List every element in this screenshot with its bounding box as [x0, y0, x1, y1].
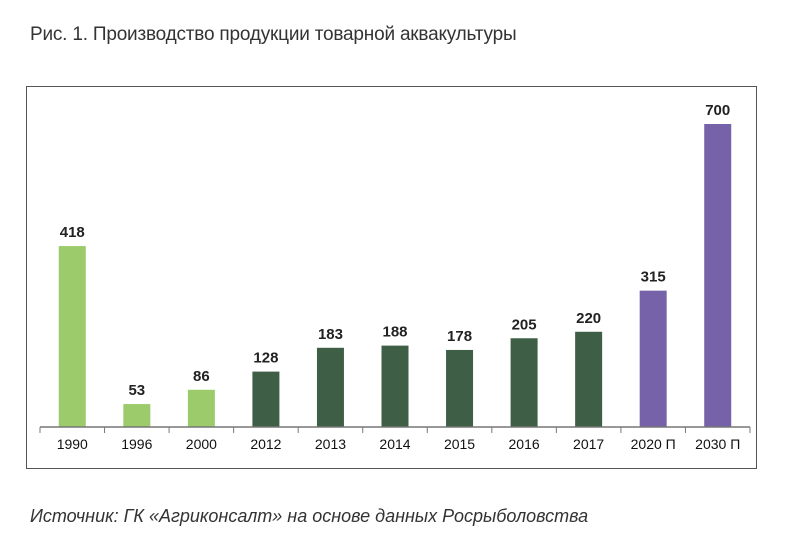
data-label: 315: [641, 269, 666, 286]
data-label: 220: [576, 310, 601, 327]
x-tick-label: 2030 П: [695, 436, 740, 452]
bar-1990: [58, 246, 86, 427]
data-label: 700: [705, 102, 730, 119]
bar-2020-П: [639, 290, 667, 427]
data-label: 188: [382, 324, 407, 341]
bar-2012: [252, 371, 280, 427]
x-tick-label: 1996: [121, 436, 152, 452]
data-label: 178: [447, 328, 472, 345]
x-tick-label: 2016: [509, 436, 540, 452]
data-label: 53: [128, 382, 145, 399]
data-label: 183: [318, 326, 343, 343]
bars-group: [58, 124, 732, 427]
x-tick-label: 2017: [573, 436, 604, 452]
x-tick-label: 2015: [444, 436, 475, 452]
chart-frame: [26, 86, 757, 469]
bar-2030-П: [704, 124, 732, 427]
bar-2017: [575, 331, 603, 427]
bar-1996: [123, 404, 151, 427]
figure-title: Рис. 1. Производство продукции товарной …: [30, 24, 517, 45]
x-tick-label: 1990: [57, 436, 88, 452]
data-label: 86: [193, 368, 210, 385]
data-label: 205: [512, 316, 537, 333]
data-label: 128: [253, 350, 278, 367]
value-labels-group: 418 1990 53 1996 86 2000 128 2012 183 2013 188 2014…: [57, 102, 741, 452]
source-note: Источник: ГК «Агриконсалт» на основе дан…: [30, 506, 589, 526]
x-tick-label: 2020 П: [631, 436, 676, 452]
bar-2014: [381, 345, 409, 427]
x-tick-label: 2013: [315, 436, 346, 452]
x-tick-label: 2014: [379, 436, 410, 452]
bar-2000: [187, 389, 215, 427]
bar-2016: [510, 338, 538, 427]
bar-2013: [316, 347, 344, 427]
x-tick-label: 2000: [186, 436, 217, 452]
x-ticks-group: [39, 427, 751, 433]
data-label: 418: [60, 224, 85, 241]
bar-2015: [446, 349, 474, 427]
x-tick-label: 2012: [250, 436, 281, 452]
